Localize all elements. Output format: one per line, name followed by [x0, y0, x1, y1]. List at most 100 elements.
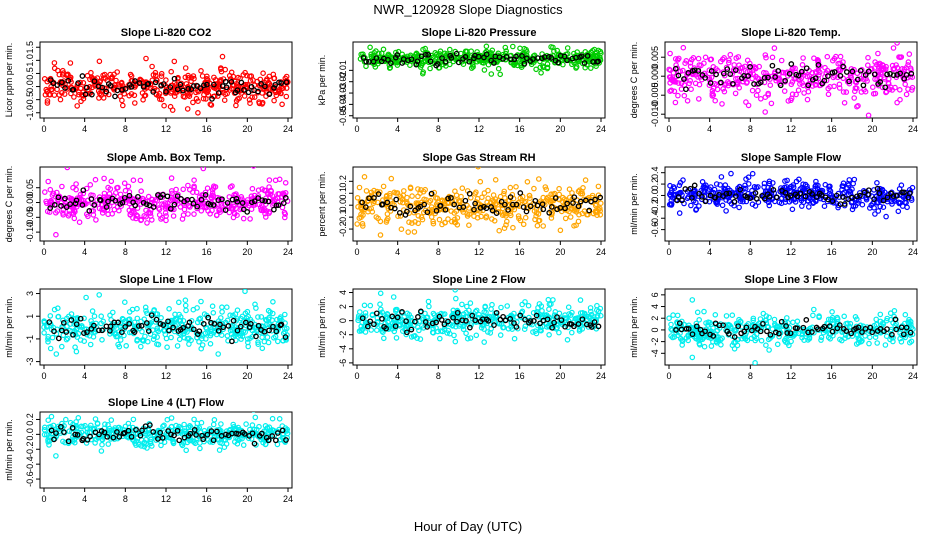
reference-point — [491, 322, 497, 328]
data-point — [415, 220, 422, 227]
data-point — [893, 62, 899, 68]
data-point — [718, 174, 725, 180]
data-point — [481, 67, 488, 73]
reference-point — [544, 316, 551, 323]
x-tick-label: 16 — [827, 124, 837, 134]
x-tick-label: 8 — [123, 124, 128, 134]
data-point — [130, 177, 137, 184]
data-point — [587, 308, 594, 315]
x-tick-label: 4 — [395, 247, 400, 257]
data-point — [185, 92, 192, 98]
data-point — [200, 167, 207, 172]
data-point — [573, 64, 580, 70]
data-point — [390, 294, 397, 300]
data-point — [481, 190, 488, 196]
data-point — [276, 86, 283, 93]
data-point — [150, 147, 154, 151]
data-point — [211, 74, 217, 81]
reference-point — [549, 324, 555, 331]
data-point — [729, 342, 736, 349]
x-tick-label: 4 — [395, 371, 400, 381]
x-tick-label: 12 — [786, 371, 796, 381]
data-point — [762, 52, 769, 58]
data-point — [149, 63, 155, 70]
reference-point — [237, 323, 244, 330]
reference-point — [46, 319, 53, 325]
data-point — [190, 73, 197, 79]
data-point — [205, 330, 211, 336]
reference-point — [821, 323, 828, 330]
data-point — [261, 206, 268, 213]
reference-point — [843, 328, 850, 334]
data-point — [130, 416, 137, 423]
data-point — [681, 92, 688, 99]
y-tick-label: -3 — [25, 358, 35, 366]
data-point — [873, 316, 880, 323]
reference-point — [503, 53, 510, 60]
series-points — [354, 167, 604, 238]
data-point — [276, 415, 283, 422]
data-point — [397, 213, 404, 219]
data-point — [148, 436, 154, 443]
data-point — [45, 178, 52, 185]
data-point — [564, 336, 571, 343]
data-point — [134, 315, 141, 322]
data-point — [676, 210, 683, 216]
data-point — [667, 50, 673, 57]
data-point — [106, 191, 113, 197]
data-point — [908, 67, 914, 73]
reference-point — [485, 317, 492, 324]
reference-point — [105, 198, 111, 205]
reference-point — [112, 197, 119, 204]
data-point — [879, 62, 886, 68]
data-point — [840, 180, 847, 187]
data-point — [180, 186, 187, 193]
data-point — [483, 214, 489, 221]
data-point — [240, 72, 247, 78]
data-point — [473, 307, 480, 314]
data-point — [419, 323, 425, 329]
data-point — [420, 188, 427, 195]
data-point — [386, 65, 393, 71]
figure-xlabel: Hour of Day (UTC) — [414, 519, 522, 534]
data-point — [279, 101, 285, 108]
data-point — [674, 312, 681, 319]
data-point — [687, 59, 694, 66]
data-point — [89, 84, 96, 91]
reference-point — [507, 56, 514, 63]
reference-point — [445, 195, 451, 202]
data-point — [182, 74, 189, 81]
data-point — [421, 196, 427, 203]
data-point — [859, 201, 866, 208]
reference-point — [215, 90, 222, 96]
data-point — [769, 54, 776, 61]
data-point — [255, 339, 261, 346]
data-point — [227, 312, 233, 319]
y-tick-label: 3 — [25, 291, 35, 296]
reference-point — [900, 331, 907, 338]
data-point — [689, 297, 696, 303]
data-point — [274, 195, 281, 202]
reference-point — [890, 193, 897, 199]
data-point — [179, 216, 186, 222]
data-point — [837, 53, 844, 60]
data-point — [837, 60, 843, 67]
x-tick-label: 12 — [474, 371, 484, 381]
x-tick-label: 0 — [41, 124, 46, 134]
data-point — [412, 332, 418, 339]
x-tick-label: 16 — [202, 124, 212, 134]
x-tick-label: 12 — [786, 124, 796, 134]
reference-point — [283, 79, 290, 86]
data-point — [139, 328, 145, 335]
data-point — [266, 80, 273, 87]
y-tick-label: 4 — [650, 304, 660, 309]
data-point — [182, 297, 189, 304]
data-point — [567, 214, 574, 220]
data-point — [472, 191, 478, 197]
data-point — [695, 96, 702, 102]
data-point — [858, 89, 865, 95]
data-point — [864, 62, 871, 68]
reference-point — [424, 209, 431, 216]
panel-title: Slope Sample Flow — [741, 152, 842, 164]
series-points — [355, 289, 604, 345]
